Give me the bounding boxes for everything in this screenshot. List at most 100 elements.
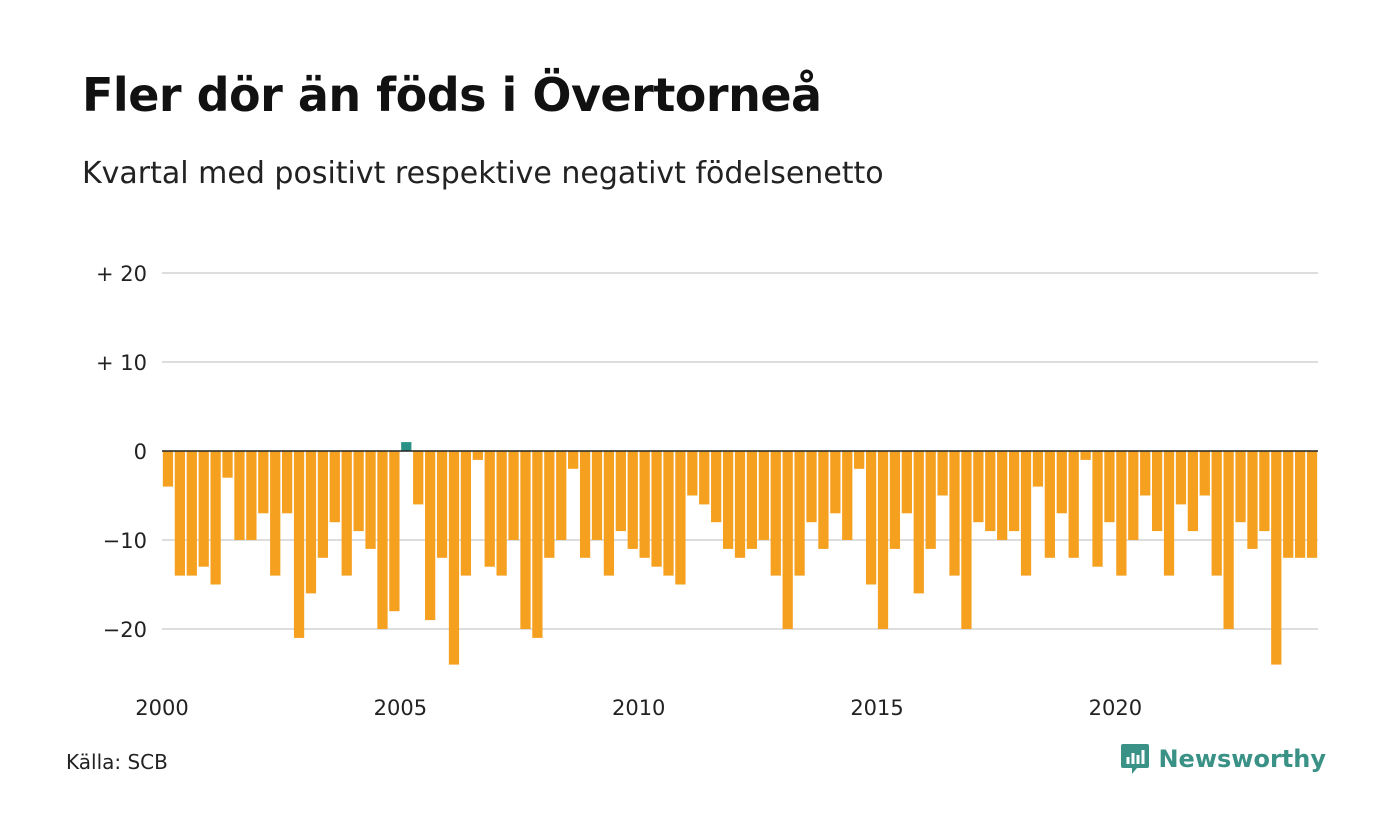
bar-2000-k3 — [186, 451, 197, 576]
bar-2001-k2 — [222, 451, 233, 478]
bar-2003-k1 — [305, 451, 317, 594]
bar-2005-k3 — [425, 451, 436, 621]
bar-2014-k3 — [854, 451, 865, 469]
bar-2011-k1 — [687, 451, 698, 496]
bar-2010-k4 — [675, 451, 686, 585]
source-note: Källa: SCB — [66, 750, 168, 774]
bar-2003-k3 — [329, 451, 340, 523]
bar-2015-k3 — [901, 451, 912, 514]
y-tick-label: + 10 — [96, 351, 147, 375]
x-tick-label: 2005 — [374, 696, 427, 720]
bars — [162, 442, 1318, 665]
bar-2008-k3 — [568, 451, 579, 469]
bar-2019-k3 — [1092, 451, 1103, 567]
brand-name: Newsworthy — [1158, 745, 1326, 773]
bar-2010-k2 — [651, 451, 662, 567]
bar-2010-k3 — [663, 451, 674, 576]
bar-2022-k1 — [1211, 451, 1222, 576]
bar-2004-k4 — [389, 451, 400, 612]
bar-2013-k3 — [806, 451, 817, 523]
chart-title: Fler dör än föds i Övertorneå — [82, 68, 822, 122]
bar-2015-k2 — [889, 451, 901, 549]
bar-2022-k2 — [1223, 451, 1234, 629]
bar-2022-k3 — [1235, 451, 1246, 523]
bar-2004-k3 — [377, 451, 388, 629]
y-tick-label: 0 — [134, 440, 147, 464]
bar-2006-k1 — [448, 451, 460, 665]
bar-2020-k2 — [1128, 451, 1139, 540]
newsworthy-logo-icon — [1121, 744, 1150, 774]
bar-2013-k1 — [782, 451, 793, 629]
bar-2012-k2 — [746, 451, 758, 549]
bar-2012-k1 — [734, 451, 746, 558]
x-tick-label: 2015 — [850, 696, 903, 720]
bar-2016-k2 — [937, 451, 948, 496]
x-axis-labels: 2000 2005 2010 2015 2020 — [135, 696, 1142, 720]
bar-2015-k4 — [913, 451, 924, 594]
bar-2018-k1 — [1020, 451, 1032, 576]
bar-2017-k4 — [1008, 451, 1020, 532]
bar-2001-k1 — [210, 451, 221, 585]
bar-2020-k3 — [1140, 451, 1151, 496]
bar-2024-k1 — [1306, 451, 1318, 558]
bar-2020-k1 — [1116, 451, 1127, 576]
bar-2011-k3 — [711, 451, 722, 523]
bar-2022-k4 — [1247, 451, 1258, 549]
bar-2014-k1 — [830, 451, 841, 514]
x-tick-label: 2000 — [135, 696, 188, 720]
bar-2011-k4 — [722, 451, 734, 549]
bar-2000-k1 — [162, 451, 174, 487]
bar-2007-k1 — [496, 451, 507, 576]
bar-2017-k2 — [985, 451, 996, 532]
bar-2002-k1 — [258, 451, 269, 514]
bar-2000-k4 — [198, 451, 209, 567]
bar-2017-k3 — [997, 451, 1008, 540]
bar-2014-k2 — [842, 451, 853, 540]
chart-subtitle: Kvartal med positivt respektive negativt… — [82, 156, 884, 191]
y-tick-label: + 20 — [96, 262, 147, 286]
x-tick-label: 2020 — [1089, 696, 1142, 720]
bar-2007-k4 — [532, 451, 543, 638]
bar-2009-k4 — [627, 451, 638, 549]
bar-2004-k2 — [365, 451, 376, 549]
bar-2007-k2 — [508, 451, 519, 540]
bar-2017-k1 — [973, 451, 984, 523]
bar-2011-k2 — [699, 451, 710, 505]
bar-2008-k2 — [556, 451, 567, 540]
bar-2002-k4 — [293, 451, 305, 638]
bar-2023-k4 — [1295, 451, 1306, 558]
bar-2003-k4 — [341, 451, 352, 576]
bar-2013-k2 — [794, 451, 805, 576]
bar-2000-k2 — [174, 451, 185, 576]
bar-2016-k3 — [949, 451, 960, 576]
bar-2019-k1 — [1068, 451, 1079, 558]
y-tick-label: −10 — [103, 529, 147, 553]
brand-logo: Newsworthy — [1120, 742, 1326, 776]
bar-2006-k2 — [460, 451, 472, 576]
bar-2009-k1 — [591, 451, 603, 540]
bar-2015-k1 — [877, 451, 889, 629]
bar-2012-k3 — [758, 451, 769, 540]
bar-2018-k2 — [1032, 451, 1044, 487]
bar-2002-k2 — [270, 451, 281, 576]
bar-2019-k2 — [1080, 451, 1091, 460]
bar-2006-k3 — [472, 451, 483, 460]
bar-2008-k1 — [544, 451, 555, 558]
bar-2021-k3 — [1187, 451, 1198, 532]
bar-2021-k2 — [1175, 451, 1187, 505]
bar-2002-k3 — [282, 451, 293, 514]
bar-2020-k4 — [1151, 451, 1163, 532]
bar-2004-k1 — [353, 451, 364, 532]
bar-2018-k4 — [1056, 451, 1067, 514]
bar-2012-k4 — [770, 451, 781, 576]
bar-2007-k3 — [520, 451, 531, 629]
y-tick-label: −20 — [103, 618, 147, 642]
x-tick-label: 2010 — [612, 696, 665, 720]
bar-2021-k1 — [1163, 451, 1175, 576]
bar-2005-k2 — [413, 451, 424, 505]
bar-2013-k4 — [818, 451, 829, 549]
bar-2008-k4 — [579, 451, 591, 558]
bar-2010-k1 — [639, 451, 650, 558]
bar-2021-k4 — [1199, 451, 1210, 496]
